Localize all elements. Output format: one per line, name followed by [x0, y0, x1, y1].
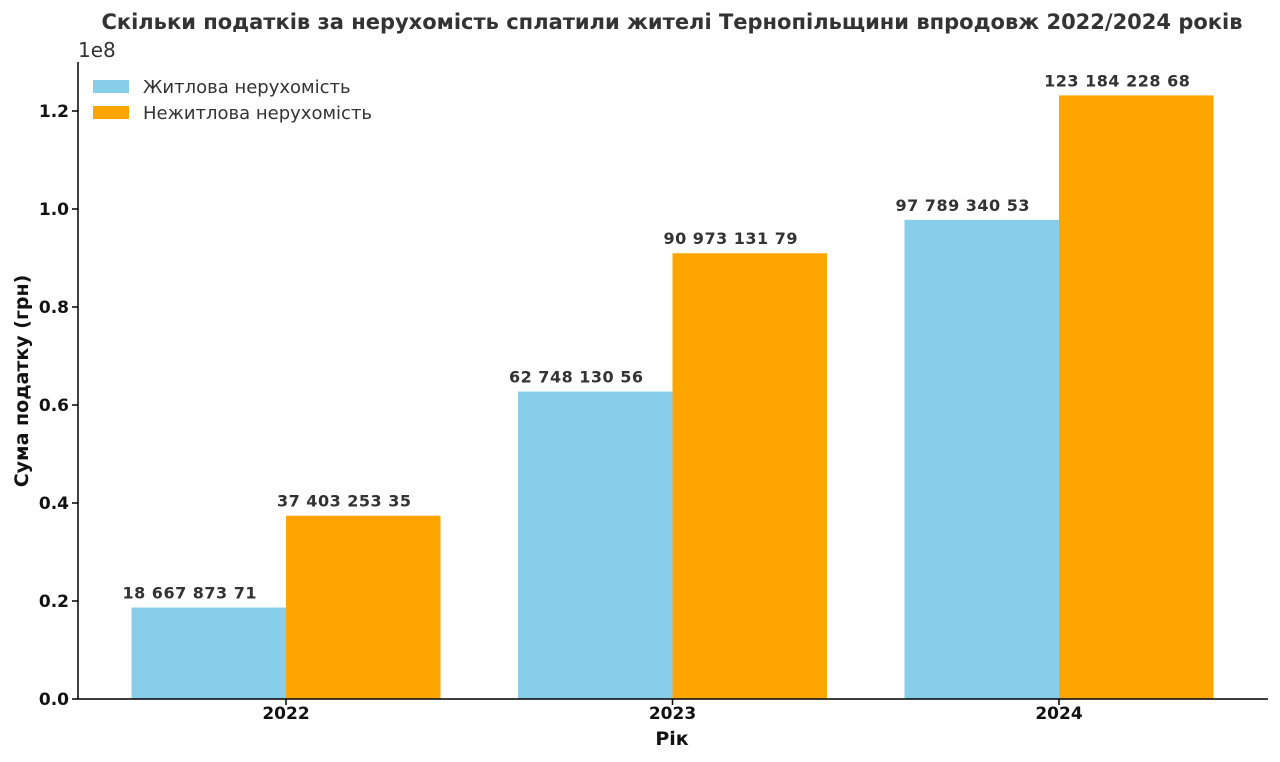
bar-2023-series-2: [672, 253, 827, 699]
y-tick-label: 0.8: [39, 298, 69, 318]
legend-label-2: Нежитлова нерухомість: [143, 103, 372, 124]
axes-group: 2022 2023 2024 0.0 0.2 0.4 0.6 0.8 1.0 1.2: [39, 62, 1268, 724]
y-tick-label: 0.4: [39, 494, 69, 514]
legend-swatch-2: [93, 106, 129, 119]
data-label-2024-series-1: 97 789 340 53: [895, 196, 1030, 215]
data-label-2022-series-1: 18 667 873 71: [122, 584, 257, 603]
legend-label-1: Житлова нерухомість: [143, 77, 351, 98]
bar-2024-series-2: [1059, 95, 1214, 699]
chart-title: Скільки податків за нерухомість сплатили…: [101, 10, 1242, 34]
data-label-2022-series-2: 37 403 253 35: [277, 492, 412, 511]
data-label-2023-series-1: 62 748 130 56: [509, 368, 644, 387]
y-tick-label: 0.2: [39, 592, 69, 612]
bar-2024-series-1: [904, 219, 1059, 700]
x-tick-label-2023: 2023: [649, 704, 696, 724]
y-axis-label: Сума податку (грн): [11, 275, 33, 488]
bar-2022-series-2: [286, 515, 441, 699]
data-label-2024-series-2: 123 184 228 68: [1044, 71, 1190, 90]
legend-swatch-1: [93, 80, 129, 93]
bars-group: [131, 95, 1214, 700]
y-tick-label: 1.2: [39, 102, 69, 122]
x-tick-label-2024: 2024: [1035, 704, 1082, 724]
legend: Житлова нерухомість Нежитлова нерухомість: [93, 77, 372, 124]
y-tick-label: 1.0: [39, 200, 69, 220]
y-axis-offset-label: 1e8: [78, 38, 116, 62]
x-tick-label-2022: 2022: [262, 704, 309, 724]
y-tick-label: 0.6: [39, 396, 69, 416]
bar-2023-series-1: [518, 391, 673, 699]
x-axis-label: Рік: [655, 728, 688, 750]
bar-2022-series-1: [131, 607, 286, 699]
data-labels-group: 18 667 873 71 37 403 253 35 62 748 130 56 9…: [122, 71, 1190, 603]
y-tick-label: 0.0: [39, 690, 69, 710]
data-label-2023-series-2: 90 973 131 79: [663, 229, 798, 248]
